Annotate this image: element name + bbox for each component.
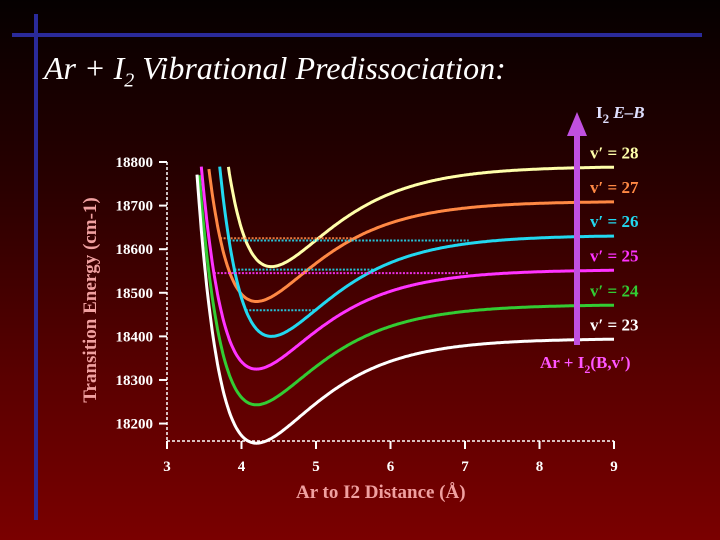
potential-curve bbox=[226, 165, 614, 269]
x-axis-label: Ar to I2 Distance (Å) bbox=[296, 482, 466, 503]
series-label: v′ = 25 bbox=[590, 247, 638, 266]
y-tick-label: 18700 bbox=[116, 199, 154, 215]
y-tick-label: 18300 bbox=[116, 373, 154, 389]
energy-arrow-label: I2 E–B bbox=[596, 103, 645, 126]
x-tick-label: 5 bbox=[312, 459, 320, 475]
x-tick-label: 4 bbox=[238, 459, 246, 475]
x-tick-label: 6 bbox=[387, 459, 395, 475]
y-tick-label: 18600 bbox=[116, 242, 154, 258]
series-label: v′ = 27 bbox=[590, 178, 639, 197]
y-tick-label: 18400 bbox=[116, 329, 154, 345]
slide-title: Ar + I2 Vibrational Predissociation: bbox=[44, 50, 506, 92]
series-label: v′ = 26 bbox=[590, 212, 638, 231]
x-tick-label: 9 bbox=[610, 459, 618, 475]
potential-curve bbox=[218, 166, 615, 338]
x-tick-label: 8 bbox=[536, 459, 544, 475]
axes: 3 4 5 6 7 8 9 18200 18300 18400 18500 18600 18700 188… bbox=[116, 155, 618, 475]
potential-curves bbox=[195, 165, 615, 445]
y-tick-label: 18800 bbox=[116, 155, 154, 171]
potential-curve bbox=[199, 166, 614, 371]
series-labels: v′ = 23 v′ = 24 v′ = 25 v′ = 26 v′ = 27 v′ = … bbox=[590, 143, 639, 334]
y-tick-label: 18200 bbox=[116, 417, 154, 433]
potential-curve bbox=[207, 168, 614, 303]
asymptote-label: Ar + I2(B,v′) bbox=[540, 353, 631, 376]
frame-horizontal-line bbox=[12, 33, 702, 37]
potential-curve bbox=[197, 175, 614, 407]
series-label: v′ = 23 bbox=[590, 316, 638, 335]
series-label: v′ = 24 bbox=[590, 282, 639, 301]
y-tick-label: 18500 bbox=[116, 286, 154, 302]
energy-arrow-head bbox=[567, 112, 587, 136]
series-label: v′ = 28 bbox=[590, 143, 638, 162]
potential-curve bbox=[195, 174, 614, 445]
frame-vertical-line bbox=[34, 14, 38, 520]
y-axis-label: Transition Energy (cm-1) bbox=[80, 197, 101, 402]
x-tick-label: 7 bbox=[461, 459, 469, 475]
x-tick-label: 3 bbox=[163, 459, 171, 475]
